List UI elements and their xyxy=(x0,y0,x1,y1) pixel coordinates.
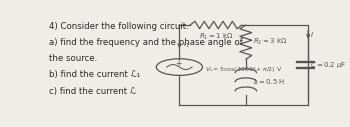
Text: b) find the current ℒ₁: b) find the current ℒ₁ xyxy=(49,70,141,80)
Text: $R_2 = 3$ k$\Omega$: $R_2 = 3$ k$\Omega$ xyxy=(253,37,287,47)
Text: $L = 0.5$ H: $L = 0.5$ H xyxy=(253,77,285,86)
Text: +: + xyxy=(175,59,181,68)
Text: a) find the frequency and the phase angle of: a) find the frequency and the phase angl… xyxy=(49,38,243,47)
Text: $C = 0.2\ \mu$F: $C = 0.2\ \mu$F xyxy=(310,60,347,70)
Text: $V_s = 5\cos(3000t + \pi/2)$ V: $V_s = 5\cos(3000t + \pi/2)$ V xyxy=(205,65,283,74)
Text: $I$: $I$ xyxy=(310,30,314,39)
Text: c) find the current ℒ: c) find the current ℒ xyxy=(49,87,136,96)
Text: the source.: the source. xyxy=(49,54,97,63)
Text: $I_1$: $I_1$ xyxy=(183,40,189,50)
Text: $R_1 = 1$ k$\Omega$: $R_1 = 1$ k$\Omega$ xyxy=(199,32,233,42)
Text: 4) Consider the following circuit.: 4) Consider the following circuit. xyxy=(49,22,189,31)
